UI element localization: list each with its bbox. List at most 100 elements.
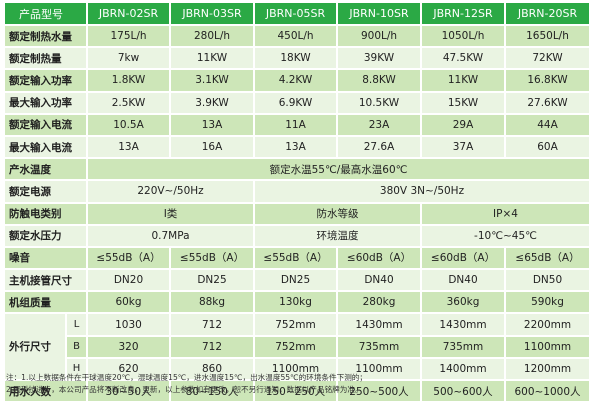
cell: DN50: [504, 269, 589, 293]
cell: 11KW: [169, 47, 254, 71]
cell: ≤55dB（A）: [253, 246, 337, 271]
cell: 3.1KW: [169, 69, 254, 93]
header-row: 产品型号 JBRN-02SR JBRN-03SR JBRN-05SR JBRN-…: [3, 3, 589, 26]
cell: 1430mm: [336, 313, 421, 337]
cell: 16.8KW: [504, 69, 589, 93]
header-label: 产品型号: [3, 3, 87, 26]
model-header: JBRN-05SR: [253, 3, 337, 26]
model-header: JBRN-12SR: [420, 3, 505, 26]
cell: 18KW: [253, 47, 337, 71]
table-row: 额定制热量 7kw 11KW 18KW 39KW 47.5KW 72KW: [3, 47, 589, 71]
row-label: 额定电源: [3, 180, 87, 204]
cell: 0.7MPa: [86, 224, 254, 248]
row-label: 额定制热量: [3, 47, 87, 71]
table-row: 额定水压力 0.7MPa 环境温度 -10℃~45℃: [3, 224, 589, 248]
row-label: 机组质量: [3, 291, 87, 315]
row-label: 最大输入功率: [3, 91, 87, 115]
cell: 15KW: [420, 91, 505, 115]
cell: 39KW: [336, 47, 421, 71]
model-header: JBRN-10SR: [336, 3, 421, 26]
cell: 72KW: [504, 47, 589, 71]
dimension-axis: L: [65, 313, 87, 337]
cell: 11A: [253, 113, 337, 137]
row-label: 额定制热水量: [3, 25, 87, 49]
table-row: 用水人数 30~50人 80~150人 150~250人 250~500人 50…: [3, 380, 589, 403]
cell: 280L/h: [169, 25, 254, 49]
row-label: 噪音: [3, 246, 87, 271]
cell: 620: [86, 357, 170, 382]
row-label: 主机接管尺寸: [3, 269, 87, 293]
cell: 712: [169, 335, 254, 359]
cell: 735mm: [420, 335, 505, 359]
table-row: 外行尺寸 L 1030 712 752mm 1430mm 1430mm 2200…: [3, 313, 589, 381]
cell: 37A: [420, 135, 505, 160]
footnote: 注：1.以上数据条件在干球温度20℃，湿球温度15℃，进水温度15℃，出水温度5…: [6, 373, 367, 382]
cell: 380V 3N~/50Hz: [253, 180, 589, 204]
row-label: 额定水压力: [3, 224, 87, 248]
cell: 13A: [253, 135, 337, 160]
cell: ≤60dB（A）: [336, 246, 421, 271]
table-row: 最大输入功率 2.5KW 3.9KW 6.9KW 10.5KW 15KW 27.…: [3, 91, 589, 115]
cell: 1100mm: [504, 335, 589, 359]
table-row: 额定输入功率 1.8KW 3.1KW 4.2KW 8.8KW 11KW 16.8…: [3, 69, 589, 93]
table-row: B 320 712 752mm 735mm 735mm 1100mm: [4, 335, 589, 359]
row-label: 防触电类别: [3, 202, 87, 226]
footnote: 2.因科技进步，本公司产品将不断改良，更新，以上参数如有更改，恕不另行通知，数据…: [6, 385, 363, 394]
dimension-axis: B: [65, 335, 87, 359]
cell: ≤55dB（A）: [169, 246, 254, 271]
cell: DN25: [169, 269, 254, 293]
cell: 500~600人: [420, 380, 505, 403]
row-label: 额定输入功率: [3, 69, 87, 93]
dimension-axis: H: [65, 357, 87, 382]
footnotes: 注：1.以上数据条件在干球温度20℃，湿球温度15℃，进水温度15℃，出水温度5…: [6, 372, 586, 396]
row-label: 额定输入电流: [3, 113, 87, 137]
cell: 环境温度: [253, 224, 421, 248]
cell: 1030: [86, 313, 170, 337]
cell: 130kg: [253, 291, 337, 315]
cell: 320: [86, 335, 170, 359]
cell: DN20: [86, 269, 170, 293]
table-row: 噪音 ≤55dB（A） ≤55dB（A） ≤55dB（A） ≤60dB（A） ≤…: [3, 246, 589, 271]
cell: 6.9KW: [253, 91, 337, 115]
cell: 1650L/h: [504, 25, 589, 49]
cell: 额定水温55℃/最高水温60℃: [86, 158, 589, 182]
cell: 752mm: [253, 335, 337, 359]
cell: 29A: [420, 113, 505, 137]
table-row: 最大输入电流 13A 16A 13A 27.6A 37A 60A: [3, 135, 589, 160]
cell: DN40: [420, 269, 505, 293]
cell: 220V~/50Hz: [86, 180, 254, 204]
table-row: 防触电类别 Ⅰ类 防水等级 IP×4: [3, 202, 589, 226]
cell: Ⅰ类: [86, 202, 254, 226]
cell: 712: [169, 313, 254, 337]
cell: 3.9KW: [169, 91, 254, 115]
table-row: 机组质量 60kg 88kg 130kg 280kg 360kg 590kg: [3, 291, 589, 315]
cell: 47.5KW: [420, 47, 505, 71]
cell: 防水等级: [253, 202, 421, 226]
model-header: JBRN-03SR: [169, 3, 254, 26]
cell: 7kw: [86, 47, 170, 71]
cell: 13A: [86, 135, 170, 160]
table-row: 额定电源 220V~/50Hz 380V 3N~/50Hz: [3, 180, 589, 204]
table-row: 产水温度 额定水温55℃/最高水温60℃: [3, 158, 589, 182]
cell: 860: [169, 357, 254, 382]
cell: ≤55dB（A）: [86, 246, 170, 271]
cell: 13A: [169, 113, 254, 137]
cell: 27.6KW: [504, 91, 589, 115]
cell: 11KW: [420, 69, 505, 93]
cell: 44A: [504, 113, 589, 137]
cell: IP×4: [420, 202, 589, 226]
cell: 590kg: [504, 291, 589, 315]
row-label: 产水温度: [3, 158, 87, 182]
cell: 1100mm: [336, 357, 421, 382]
cell: 10.5A: [86, 113, 170, 137]
cell: 23A: [336, 113, 421, 137]
cell: 450L/h: [253, 25, 337, 49]
table-row: 额定制热水量 175L/h 280L/h 450L/h 900L/h 1050L…: [3, 25, 589, 49]
cell: 1100mm: [253, 357, 337, 382]
model-header: JBRN-20SR: [504, 3, 589, 26]
cell: DN25: [253, 269, 337, 293]
cell: -10℃~45℃: [420, 224, 589, 248]
cell: 280kg: [336, 291, 421, 315]
cell: ≤65dB（A）: [504, 246, 589, 271]
cell: DN40: [336, 269, 421, 293]
